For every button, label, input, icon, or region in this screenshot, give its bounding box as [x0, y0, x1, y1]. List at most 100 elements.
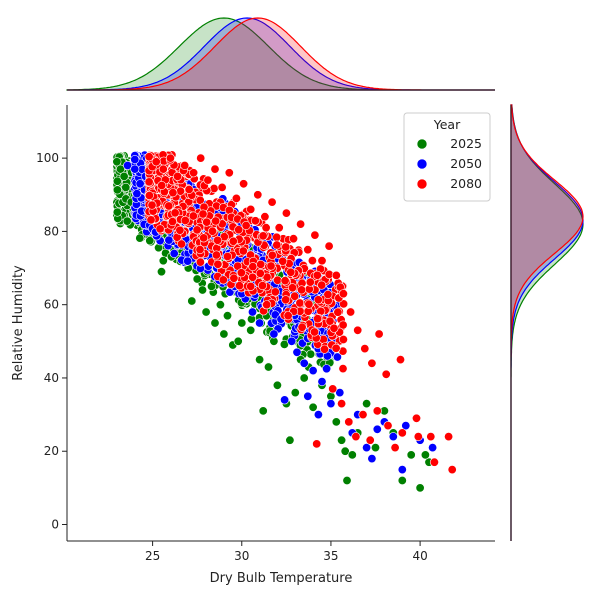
- scatter-point-2025: [331, 417, 341, 427]
- legend-marker-2080: [416, 178, 428, 190]
- scatter-point-2080: [360, 344, 370, 354]
- scatter-point-2080: [305, 277, 315, 287]
- scatter-point-2080: [295, 298, 305, 308]
- scatter-point-2050: [367, 454, 377, 464]
- legend-label-2050: 2050: [450, 156, 482, 171]
- scatter-point-2050: [255, 318, 265, 328]
- scatter-point-2080: [323, 289, 333, 299]
- scatter-point-2080: [255, 268, 265, 278]
- scatter-point-2080: [290, 291, 300, 301]
- scatter-point-2080: [188, 211, 198, 221]
- scatter-point-2080: [198, 209, 208, 219]
- top-marginal-kde: [66, 17, 495, 91]
- scatter-point-2025: [187, 296, 197, 306]
- scatter-point-2025: [420, 450, 430, 460]
- scatter-point-2025: [255, 355, 265, 365]
- y-tick-label: 0: [51, 518, 59, 532]
- scatter-point-2080: [281, 242, 291, 252]
- scatter-point-2080: [192, 225, 202, 235]
- scatter-point-2080: [231, 193, 241, 203]
- scatter-point-2050: [401, 421, 411, 431]
- scatter-point-2025: [362, 399, 372, 409]
- scatter-point-2080: [272, 240, 282, 250]
- scatter-point-2080: [313, 295, 323, 305]
- scatter-point-2080: [411, 413, 421, 423]
- scatter-point-2080: [358, 410, 368, 420]
- x-tick-label: 40: [412, 549, 427, 563]
- scatter-point-2080: [164, 201, 174, 211]
- scatter-point-2080: [168, 188, 178, 198]
- scatter-point-2080: [234, 225, 244, 235]
- scatter-point-2025: [122, 216, 132, 226]
- scatter-point-2025: [121, 182, 131, 192]
- scatter-point-2080: [317, 280, 327, 290]
- scatter-point-2080: [158, 164, 168, 174]
- scatter-point-2080: [203, 175, 213, 185]
- scatter-point-2080: [246, 204, 256, 214]
- scatter-point-2050: [335, 388, 345, 398]
- scatter-point-2025: [201, 307, 211, 317]
- legend: Year 2025 2050 2080: [403, 112, 491, 202]
- scatter-point-2080: [413, 432, 423, 442]
- scatter-point-2025: [342, 475, 352, 485]
- scatter-point-2080: [176, 186, 186, 196]
- scatter-point-2025: [397, 475, 407, 485]
- scatter-point-2080: [281, 208, 291, 218]
- scatter-point-2080: [196, 153, 206, 163]
- scatter-point-2050: [308, 366, 318, 376]
- legend-marker-2025: [416, 138, 428, 150]
- scatter-point-2080: [144, 191, 154, 201]
- scatter-point-2025: [119, 171, 129, 181]
- scatter-point-2080: [238, 246, 248, 256]
- scatter-point-2080: [307, 256, 317, 266]
- scatter-point-2080: [338, 364, 348, 374]
- scatter-point-2050: [362, 443, 372, 453]
- scatter-point-2025: [340, 446, 350, 456]
- top-kde-2080: [67, 17, 495, 91]
- scatter-point-2080: [248, 272, 258, 282]
- scatter-point-2080: [287, 283, 297, 293]
- scatter-point-2025: [290, 388, 300, 398]
- scatter-point-2050: [397, 465, 407, 475]
- scatter-point-2080: [256, 259, 266, 269]
- scatter-point-2050: [130, 164, 140, 174]
- scatter-point-2080: [338, 334, 348, 344]
- scatter-point-2080: [157, 181, 167, 191]
- x-tick-label: 25: [145, 549, 160, 563]
- scatter-point-2080: [390, 443, 400, 453]
- scatter-point-2080: [210, 164, 220, 174]
- scatter-point-2080: [218, 275, 228, 285]
- scatter-point-2050: [269, 329, 279, 339]
- scatter-point-2080: [170, 208, 180, 218]
- scatter-point-2080: [281, 295, 291, 305]
- scatter-point-2025: [299, 373, 309, 383]
- main-axes: [66, 105, 495, 542]
- scatter-point-2080: [331, 270, 341, 280]
- scatter-point-2080: [313, 314, 323, 324]
- scatter-point-2050: [130, 155, 140, 165]
- scatter-point-2080: [236, 268, 246, 278]
- scatter-point-2025: [112, 157, 122, 167]
- scatter-point-2080: [278, 256, 288, 266]
- scatter-point-2025: [145, 236, 155, 246]
- scatter-point-2080: [309, 327, 319, 337]
- scatter-point-2025: [272, 380, 282, 390]
- scatter-point-2080: [346, 307, 356, 317]
- legend-box: [403, 112, 491, 202]
- scatter-point-2025: [207, 281, 217, 291]
- scatter-point-2050: [332, 352, 342, 362]
- scatter-point-2080: [297, 322, 307, 332]
- scatter-point-2025: [112, 185, 122, 195]
- scatter-point-2080: [331, 343, 341, 353]
- y-tick-label: 60: [44, 298, 59, 312]
- scatter-point-2080: [262, 300, 272, 310]
- scatter-point-2080: [338, 289, 348, 299]
- scatter-point-2080: [180, 216, 190, 226]
- scatter-point-2080: [337, 399, 347, 409]
- scatter-point-2025: [116, 164, 126, 174]
- scatter-point-2025: [415, 483, 425, 493]
- scatter-point-2080: [397, 428, 407, 438]
- scatter-point-2050: [326, 399, 336, 409]
- scatter-point-2050: [280, 395, 290, 405]
- scatter-point-2080: [195, 257, 205, 267]
